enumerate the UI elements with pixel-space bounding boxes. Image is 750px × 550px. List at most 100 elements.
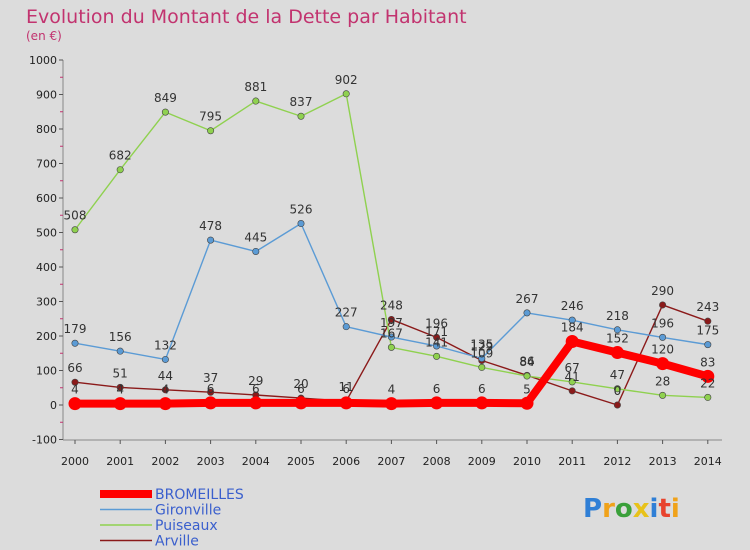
x-tick-label: 2005 xyxy=(287,455,315,468)
data-point-puiseaux xyxy=(523,372,531,380)
data-point-puiseaux xyxy=(116,166,124,174)
data-point-puiseaux xyxy=(161,108,169,116)
x-tick-label: 2004 xyxy=(242,455,270,468)
data-point-gironville xyxy=(433,342,441,350)
data-label-gironville: 135 xyxy=(470,337,493,351)
proxiti-logo: Proxiti xyxy=(583,494,680,524)
data-point-gironville xyxy=(704,341,712,349)
data-label-arville: 86 xyxy=(519,354,534,368)
data-point-gironville xyxy=(659,333,667,341)
data-point-puiseaux xyxy=(387,343,395,351)
y-tick-label: 500 xyxy=(36,227,57,240)
series-bromeilles xyxy=(68,335,715,411)
data-label-puiseaux: 22 xyxy=(700,376,715,390)
y-tick-label: 0 xyxy=(50,399,57,412)
data-label-arville: 66 xyxy=(67,361,82,375)
series-layer xyxy=(68,90,715,411)
data-label-arville: 41 xyxy=(565,370,580,384)
data-point-bromeilles xyxy=(249,396,263,410)
data-point-gironville xyxy=(116,347,124,355)
data-point-bromeilles xyxy=(113,397,127,411)
y-tick-label: 700 xyxy=(36,158,57,171)
data-label-gironville: 267 xyxy=(516,292,539,306)
x-tick-label: 2009 xyxy=(468,455,496,468)
data-point-arville xyxy=(659,301,667,309)
data-point-bromeilles xyxy=(204,396,218,410)
data-point-arville xyxy=(433,333,441,341)
data-label-bromeilles: 152 xyxy=(606,332,629,346)
data-label-arville: 20 xyxy=(293,377,308,391)
data-point-arville xyxy=(568,387,576,395)
data-label-gironville: 196 xyxy=(651,316,674,330)
data-label-puiseaux: 67 xyxy=(565,361,580,375)
data-point-bromeilles xyxy=(475,396,489,410)
y-tick-label: 300 xyxy=(36,296,57,309)
data-point-puiseaux xyxy=(568,378,576,386)
data-label-puiseaux: 837 xyxy=(290,95,313,109)
data-label-puiseaux: 682 xyxy=(109,149,132,163)
y-tick-label: 600 xyxy=(36,192,57,205)
y-tick-label: 100 xyxy=(36,365,57,378)
data-point-arville xyxy=(704,317,712,325)
data-label-puiseaux: 167 xyxy=(380,326,403,340)
data-label-gironville: 445 xyxy=(244,230,267,244)
x-tick-label: 2008 xyxy=(423,455,451,468)
data-label-bromeilles: 4 xyxy=(388,383,396,397)
x-tick-label: 2014 xyxy=(694,455,722,468)
data-label-bromeilles: 4 xyxy=(116,383,124,397)
data-label-arville: 11 xyxy=(339,380,354,394)
data-point-bromeilles xyxy=(158,397,172,411)
data-label-gironville: 171 xyxy=(425,325,448,339)
data-label-bromeilles: 5 xyxy=(523,382,531,396)
data-point-arville xyxy=(207,388,215,396)
data-label-puiseaux: 902 xyxy=(335,73,358,87)
data-label-gironville: 179 xyxy=(64,322,87,336)
data-label-arville: 248 xyxy=(380,298,403,312)
y-tick-label: 400 xyxy=(36,261,57,274)
data-point-arville xyxy=(161,386,169,394)
data-label-bromeilles: 184 xyxy=(561,321,584,335)
data-label-puiseaux: 881 xyxy=(244,80,267,94)
data-label-gironville: 156 xyxy=(109,330,132,344)
data-point-puiseaux xyxy=(71,226,79,234)
data-label-gironville: 227 xyxy=(335,306,358,320)
data-label-puiseaux: 28 xyxy=(655,374,670,388)
data-label-puiseaux: 84 xyxy=(519,355,534,369)
data-point-arville xyxy=(387,315,395,323)
data-label-arville: 51 xyxy=(113,366,128,380)
y-tick-label: -100 xyxy=(32,434,57,447)
data-label-arville: 37 xyxy=(203,371,218,385)
series-arville xyxy=(71,301,712,409)
x-tick-label: 2011 xyxy=(558,455,586,468)
data-point-puiseaux xyxy=(207,127,215,135)
data-label-arville: 243 xyxy=(696,300,719,314)
series-puiseaux xyxy=(71,90,712,401)
data-label-bromeilles: 6 xyxy=(207,382,215,396)
data-label-puiseaux: 141 xyxy=(425,335,448,349)
data-label-puiseaux: 508 xyxy=(64,209,87,223)
x-tick-label: 2001 xyxy=(106,455,134,468)
x-tick-label: 2006 xyxy=(332,455,360,468)
data-label-bromeilles: 6 xyxy=(252,382,260,396)
data-point-puiseaux xyxy=(252,97,260,105)
data-point-bromeilles xyxy=(656,357,670,371)
axes: -100010020030040050060070080090010002000… xyxy=(29,54,722,468)
data-point-bromeilles xyxy=(701,369,715,383)
data-point-puiseaux xyxy=(297,112,305,120)
x-tick-label: 2010 xyxy=(513,455,541,468)
y-tick-label: 200 xyxy=(36,330,57,343)
data-point-arville xyxy=(71,378,79,386)
data-label-puiseaux: 849 xyxy=(154,91,177,105)
data-point-puiseaux xyxy=(704,393,712,401)
data-label-gironville: 175 xyxy=(696,324,719,338)
data-point-gironville xyxy=(387,333,395,341)
data-point-gironville xyxy=(523,309,531,317)
data-labels: 4 4 4 6 6 6 6 4 6 6 518415212083179156132478445526… xyxy=(64,73,720,398)
data-label-puiseaux: 795 xyxy=(199,110,222,124)
x-tick-label: 2002 xyxy=(151,455,179,468)
legend-label-bromeilles: BROMEILLES xyxy=(155,487,244,503)
x-tick-label: 2003 xyxy=(197,455,225,468)
data-label-arville: 129 xyxy=(470,339,493,353)
data-point-gironville xyxy=(568,316,576,324)
